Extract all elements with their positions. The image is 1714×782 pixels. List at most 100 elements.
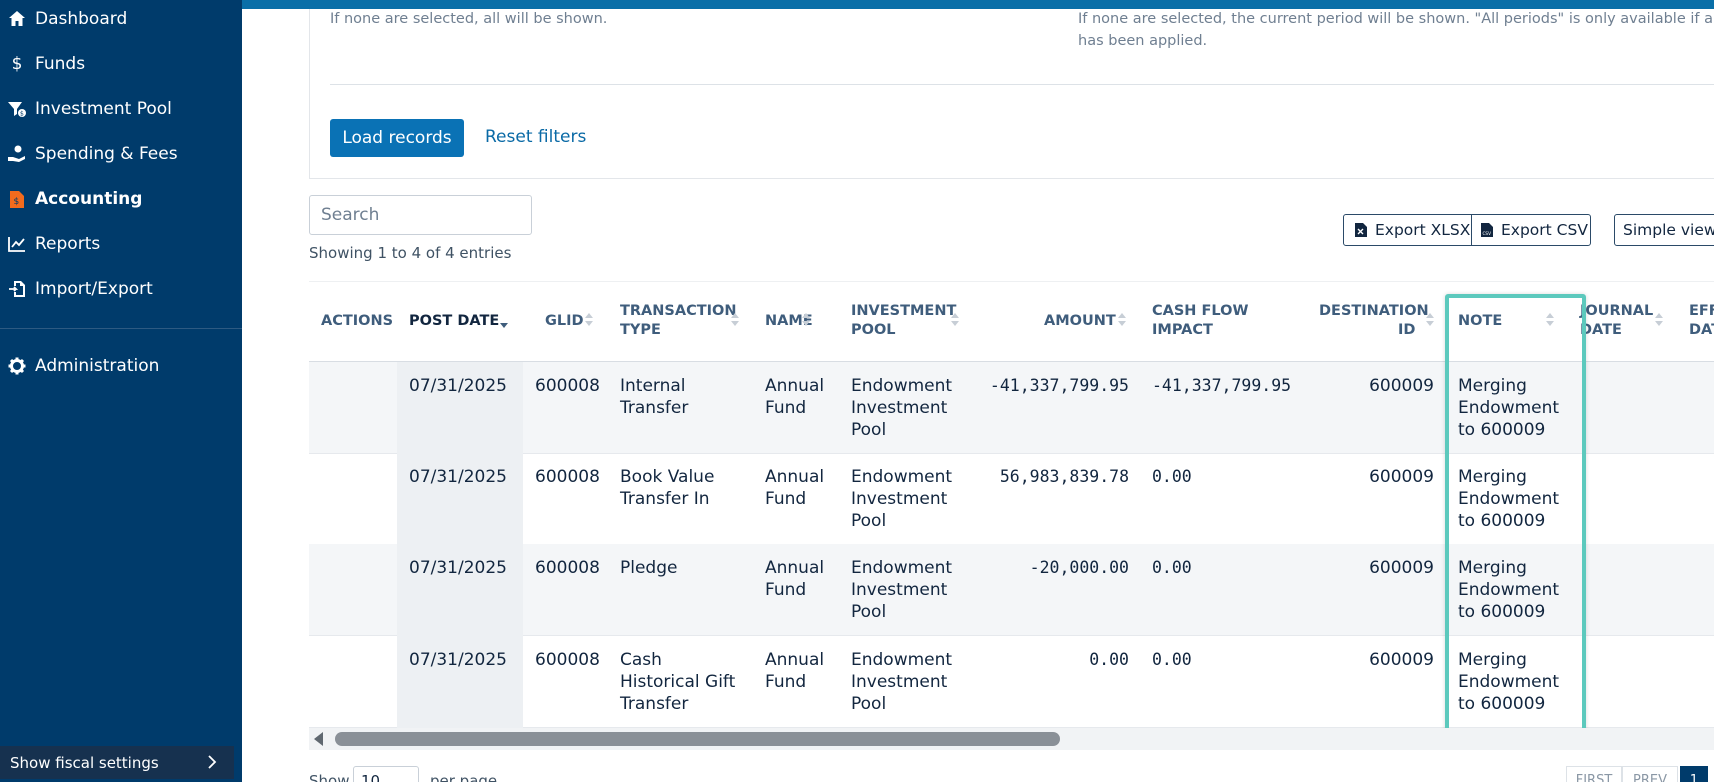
table-header bbox=[309, 281, 1714, 363]
sort-icon[interactable] bbox=[1426, 312, 1434, 328]
sorted-column-shade bbox=[397, 362, 523, 728]
sort-icon[interactable] bbox=[1118, 312, 1126, 328]
column-header-transaction-type-line-2[interactable]: TYPE bbox=[620, 322, 661, 338]
column-header-cash-flow-line-1[interactable]: CASH FLOW bbox=[1152, 303, 1249, 319]
load-records-button[interactable]: Load records bbox=[330, 119, 464, 157]
sort-icon[interactable] bbox=[1546, 312, 1554, 328]
cell-transaction-type: Transfer In bbox=[620, 489, 710, 509]
export-xlsx-button[interactable]: Export XLSX bbox=[1343, 214, 1472, 246]
scrollbar-thumb[interactable] bbox=[335, 732, 1060, 746]
sidebar-item-spending-fees[interactable]: Spending & Fees bbox=[0, 139, 242, 169]
sidebar-item-import-export[interactable]: Import/Export bbox=[0, 274, 242, 304]
sort-icon[interactable] bbox=[731, 312, 739, 328]
simple-view-label: Simple view bbox=[1623, 221, 1714, 239]
sort-icon[interactable] bbox=[1655, 312, 1663, 328]
filter-panel bbox=[309, 9, 1714, 179]
cell-amount: 0.00 bbox=[1089, 650, 1129, 669]
sidebar-item-label: Spending & Fees bbox=[35, 144, 178, 164]
cell-name: Fund bbox=[765, 398, 807, 418]
page-1-button[interactable]: 1 bbox=[1680, 766, 1708, 782]
cell-note: Merging bbox=[1458, 650, 1527, 670]
sort-descending-icon[interactable] bbox=[500, 314, 508, 330]
cell-transaction-type: Transfer bbox=[620, 398, 689, 418]
home-icon bbox=[7, 9, 27, 29]
cell-investment-pool: Endowment bbox=[851, 650, 953, 670]
cell-transaction-type: Internal bbox=[620, 376, 686, 396]
prev-page-button[interactable]: PREV bbox=[1622, 766, 1678, 782]
column-header-effective-date-line-1[interactable]: EFF bbox=[1689, 303, 1714, 319]
cell-amount: -41,337,799.95 bbox=[989, 376, 1129, 395]
cell-note: to 600009 bbox=[1458, 511, 1546, 531]
table-row[interactable] bbox=[309, 635, 1714, 728]
cell-investment-pool: Investment bbox=[851, 672, 948, 692]
cell-name: Fund bbox=[765, 489, 807, 509]
cell-glid: 600008 bbox=[535, 376, 600, 396]
column-header-amount[interactable]: AMOUNT bbox=[1044, 313, 1116, 329]
show-fiscal-settings-button[interactable]: Show fiscal settings bbox=[0, 746, 234, 779]
cell-name: Annual bbox=[765, 467, 825, 487]
chart-line-icon bbox=[7, 234, 27, 254]
scroll-left-arrow-icon[interactable] bbox=[314, 732, 323, 746]
column-header-effective-date-line-2[interactable]: DAT bbox=[1689, 322, 1714, 338]
column-header-note[interactable]: NOTE bbox=[1458, 313, 1503, 329]
svg-text:$: $ bbox=[14, 197, 20, 207]
cell-note: Endowment bbox=[1458, 489, 1560, 509]
cell-name: Annual bbox=[765, 650, 825, 670]
column-header-investment-pool-line-2[interactable]: POOL bbox=[851, 322, 896, 338]
sidebar-item-label: Investment Pool bbox=[35, 99, 172, 119]
column-header-cash-flow-line-2[interactable]: IMPACT bbox=[1152, 322, 1213, 338]
cell-note: Endowment bbox=[1458, 398, 1560, 418]
column-header-name[interactable]: NAME bbox=[765, 313, 813, 329]
reset-filters-link[interactable]: Reset filters bbox=[485, 127, 587, 147]
excel-file-icon bbox=[1355, 223, 1367, 237]
cell-note: to 600009 bbox=[1458, 694, 1546, 714]
sidebar-item-administration[interactable]: Administration bbox=[0, 351, 242, 381]
cell-note: Merging bbox=[1458, 467, 1527, 487]
search-input[interactable]: Search bbox=[309, 195, 532, 235]
filter-hint-right-line-1: If none are selected, the current period… bbox=[1078, 11, 1714, 27]
per-page-select[interactable]: 10 bbox=[353, 766, 419, 782]
column-header-post-date[interactable]: POST DATE bbox=[409, 313, 500, 329]
panel-divider bbox=[330, 84, 1714, 85]
cell-glid: 600008 bbox=[535, 558, 600, 578]
cell-name: Fund bbox=[765, 672, 807, 692]
show-label: Show bbox=[309, 772, 350, 782]
cell-cash-flow-impact: 0.00 bbox=[1152, 650, 1192, 669]
cell-note: to 600009 bbox=[1458, 602, 1546, 622]
sort-icon[interactable] bbox=[585, 312, 593, 328]
sidebar-item-label: Reports bbox=[35, 234, 101, 254]
export-csv-button[interactable]: CSV Export CSV bbox=[1471, 214, 1591, 246]
column-header-journal-date-line-1[interactable]: JOURNAL bbox=[1580, 303, 1654, 319]
sidebar-item-funds[interactable]: $ Funds bbox=[0, 49, 242, 79]
sort-icon[interactable] bbox=[951, 312, 959, 328]
first-page-button[interactable]: FIRST bbox=[1566, 766, 1622, 782]
cell-cash-flow-impact: 0.00 bbox=[1152, 558, 1192, 577]
sidebar-item-accounting[interactable]: $ Accounting bbox=[0, 184, 242, 214]
column-header-destination-line-1[interactable]: DESTINATION bbox=[1319, 303, 1429, 319]
sort-icon[interactable] bbox=[802, 312, 810, 328]
cell-transaction-type: Pledge bbox=[620, 558, 678, 578]
sidebar-item-label: Dashboard bbox=[35, 9, 128, 29]
sidebar-item-label: Accounting bbox=[35, 189, 143, 209]
sidebar-item-reports[interactable]: Reports bbox=[0, 229, 242, 259]
investment-pool-icon: $ bbox=[7, 99, 27, 119]
cell-note: Merging bbox=[1458, 376, 1527, 396]
table-row[interactable] bbox=[309, 544, 1714, 636]
sidebar-item-dashboard[interactable]: Dashboard bbox=[0, 4, 242, 34]
table-row[interactable] bbox=[309, 362, 1714, 454]
cell-post-date: 07/31/2025 bbox=[409, 467, 507, 487]
column-header-investment-pool-line-1[interactable]: INVESTMENT bbox=[851, 303, 957, 319]
column-header-glid[interactable]: GLID bbox=[545, 313, 584, 329]
cell-destination-id: 600009 bbox=[1369, 650, 1434, 670]
cell-investment-pool: Endowment bbox=[851, 558, 953, 578]
simple-view-button[interactable]: Simple view bbox=[1614, 214, 1714, 246]
sidebar-item-investment-pool[interactable]: $ Investment Pool bbox=[0, 94, 242, 124]
svg-text:CSV: CSV bbox=[1483, 231, 1492, 236]
cell-note: Endowment bbox=[1458, 672, 1560, 692]
cell-note: Endowment bbox=[1458, 580, 1560, 600]
column-header-journal-date-line-2[interactable]: DATE bbox=[1580, 322, 1622, 338]
cell-glid: 600008 bbox=[535, 467, 600, 487]
column-header-destination-line-2[interactable]: ID bbox=[1398, 322, 1416, 338]
cell-transaction-type: Transfer bbox=[620, 694, 689, 714]
column-header-transaction-type-line-1[interactable]: TRANSACTION bbox=[620, 303, 737, 319]
